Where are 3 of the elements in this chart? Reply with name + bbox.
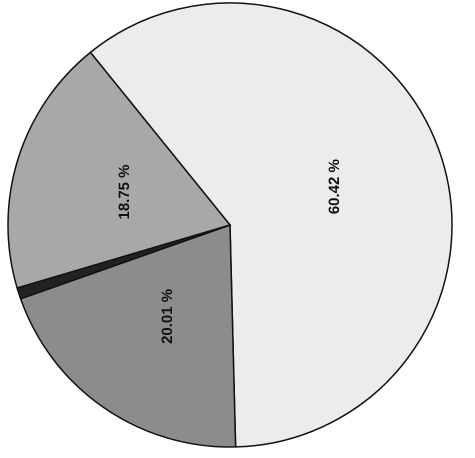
data-label: 18.75 % [116, 164, 134, 220]
data-label: 20.01 % [159, 288, 176, 344]
data-label: 60.42 % [326, 159, 344, 214]
